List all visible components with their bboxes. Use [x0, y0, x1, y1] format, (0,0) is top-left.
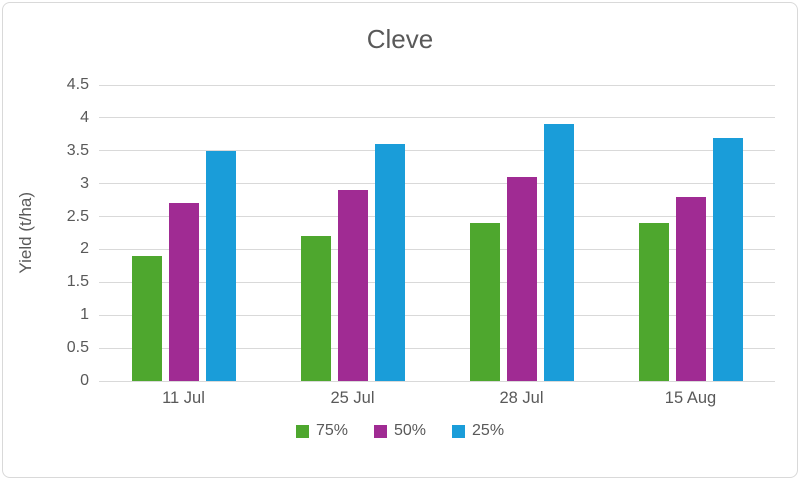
bar-25pct-15-aug — [712, 137, 743, 381]
y-axis-title-text: Yield (t/ha) — [16, 192, 35, 274]
bar-25pct-25-jul — [374, 144, 405, 381]
bar-group — [606, 85, 775, 381]
x-tick-label: 11 Jul — [162, 389, 205, 407]
bar-50pct-25-jul — [337, 190, 368, 381]
chart-title: Cleve — [366, 24, 434, 54]
y-tick-label: 4.5 — [66, 76, 89, 93]
x-tick-label: 25 Jul — [330, 389, 375, 407]
bar-75pct-11-jul — [131, 256, 162, 381]
legend-swatch-icon — [373, 424, 387, 438]
gridline — [99, 183, 775, 185]
bar-group — [437, 85, 606, 381]
y-tick-label: 3 — [80, 174, 89, 192]
plot-area — [99, 84, 775, 382]
legend-swatch-icon — [295, 424, 309, 438]
gridline — [99, 150, 775, 152]
bar-group — [268, 85, 437, 381]
x-tick-label: 28 Jul — [499, 389, 544, 407]
legend-item-75pct: 75% — [295, 422, 348, 440]
bar-50pct-11-jul — [168, 203, 199, 381]
legend-label: 75% — [315, 422, 348, 439]
y-tick-label: 0.5 — [66, 339, 89, 357]
bar-25pct-11-jul — [205, 150, 236, 381]
legend-swatch-icon — [452, 424, 466, 438]
y-tick-label: 2.5 — [66, 207, 89, 225]
bar-75pct-28-jul — [469, 223, 500, 381]
y-tick-label: 2 — [80, 240, 89, 258]
chart-body: Yield (t/ha) 0 0.5 1 1.5 2 2.5 3 3.5 4 4.5 — [3, 76, 797, 389]
legend-item-25pct: 25% — [452, 422, 504, 440]
gridline — [99, 117, 775, 119]
x-tick-label: 15 Aug — [664, 389, 717, 407]
legend-label: 25% — [472, 422, 505, 439]
y-tick-label: 0 — [80, 372, 89, 389]
x-axis-tick-labels: 11 Jul 25 Jul 28 Jul 15 Aug — [99, 389, 775, 408]
gridline — [99, 84, 775, 86]
gridline — [99, 281, 775, 283]
y-axis-tick-labels: 0 0.5 1 1.5 2 2.5 3 3.5 4 4.5 — [49, 76, 99, 389]
bar-50pct-15-aug — [675, 196, 706, 381]
bar-group — [99, 85, 268, 381]
bars-layer — [99, 85, 775, 381]
gridline — [99, 380, 775, 382]
gridline — [99, 216, 775, 218]
gridline — [99, 314, 775, 316]
bar-75pct-15-aug — [638, 223, 669, 381]
y-tick-label: 3.5 — [66, 141, 89, 159]
gridline — [99, 347, 775, 349]
legend: 75% 50% 25% — [3, 422, 797, 440]
y-tick-label: 1.5 — [66, 273, 89, 291]
legend-label: 50% — [393, 422, 427, 439]
gridline — [99, 248, 775, 250]
y-tick-label: 4 — [80, 108, 89, 126]
bar-75pct-25-jul — [300, 236, 331, 381]
bar-50pct-28-jul — [506, 177, 537, 381]
y-tick-label: 1 — [80, 306, 89, 324]
bar-25pct-28-jul — [543, 124, 574, 381]
legend-item-50pct: 50% — [373, 422, 427, 440]
y-axis-title: Yield (t/ha) — [3, 85, 49, 381]
